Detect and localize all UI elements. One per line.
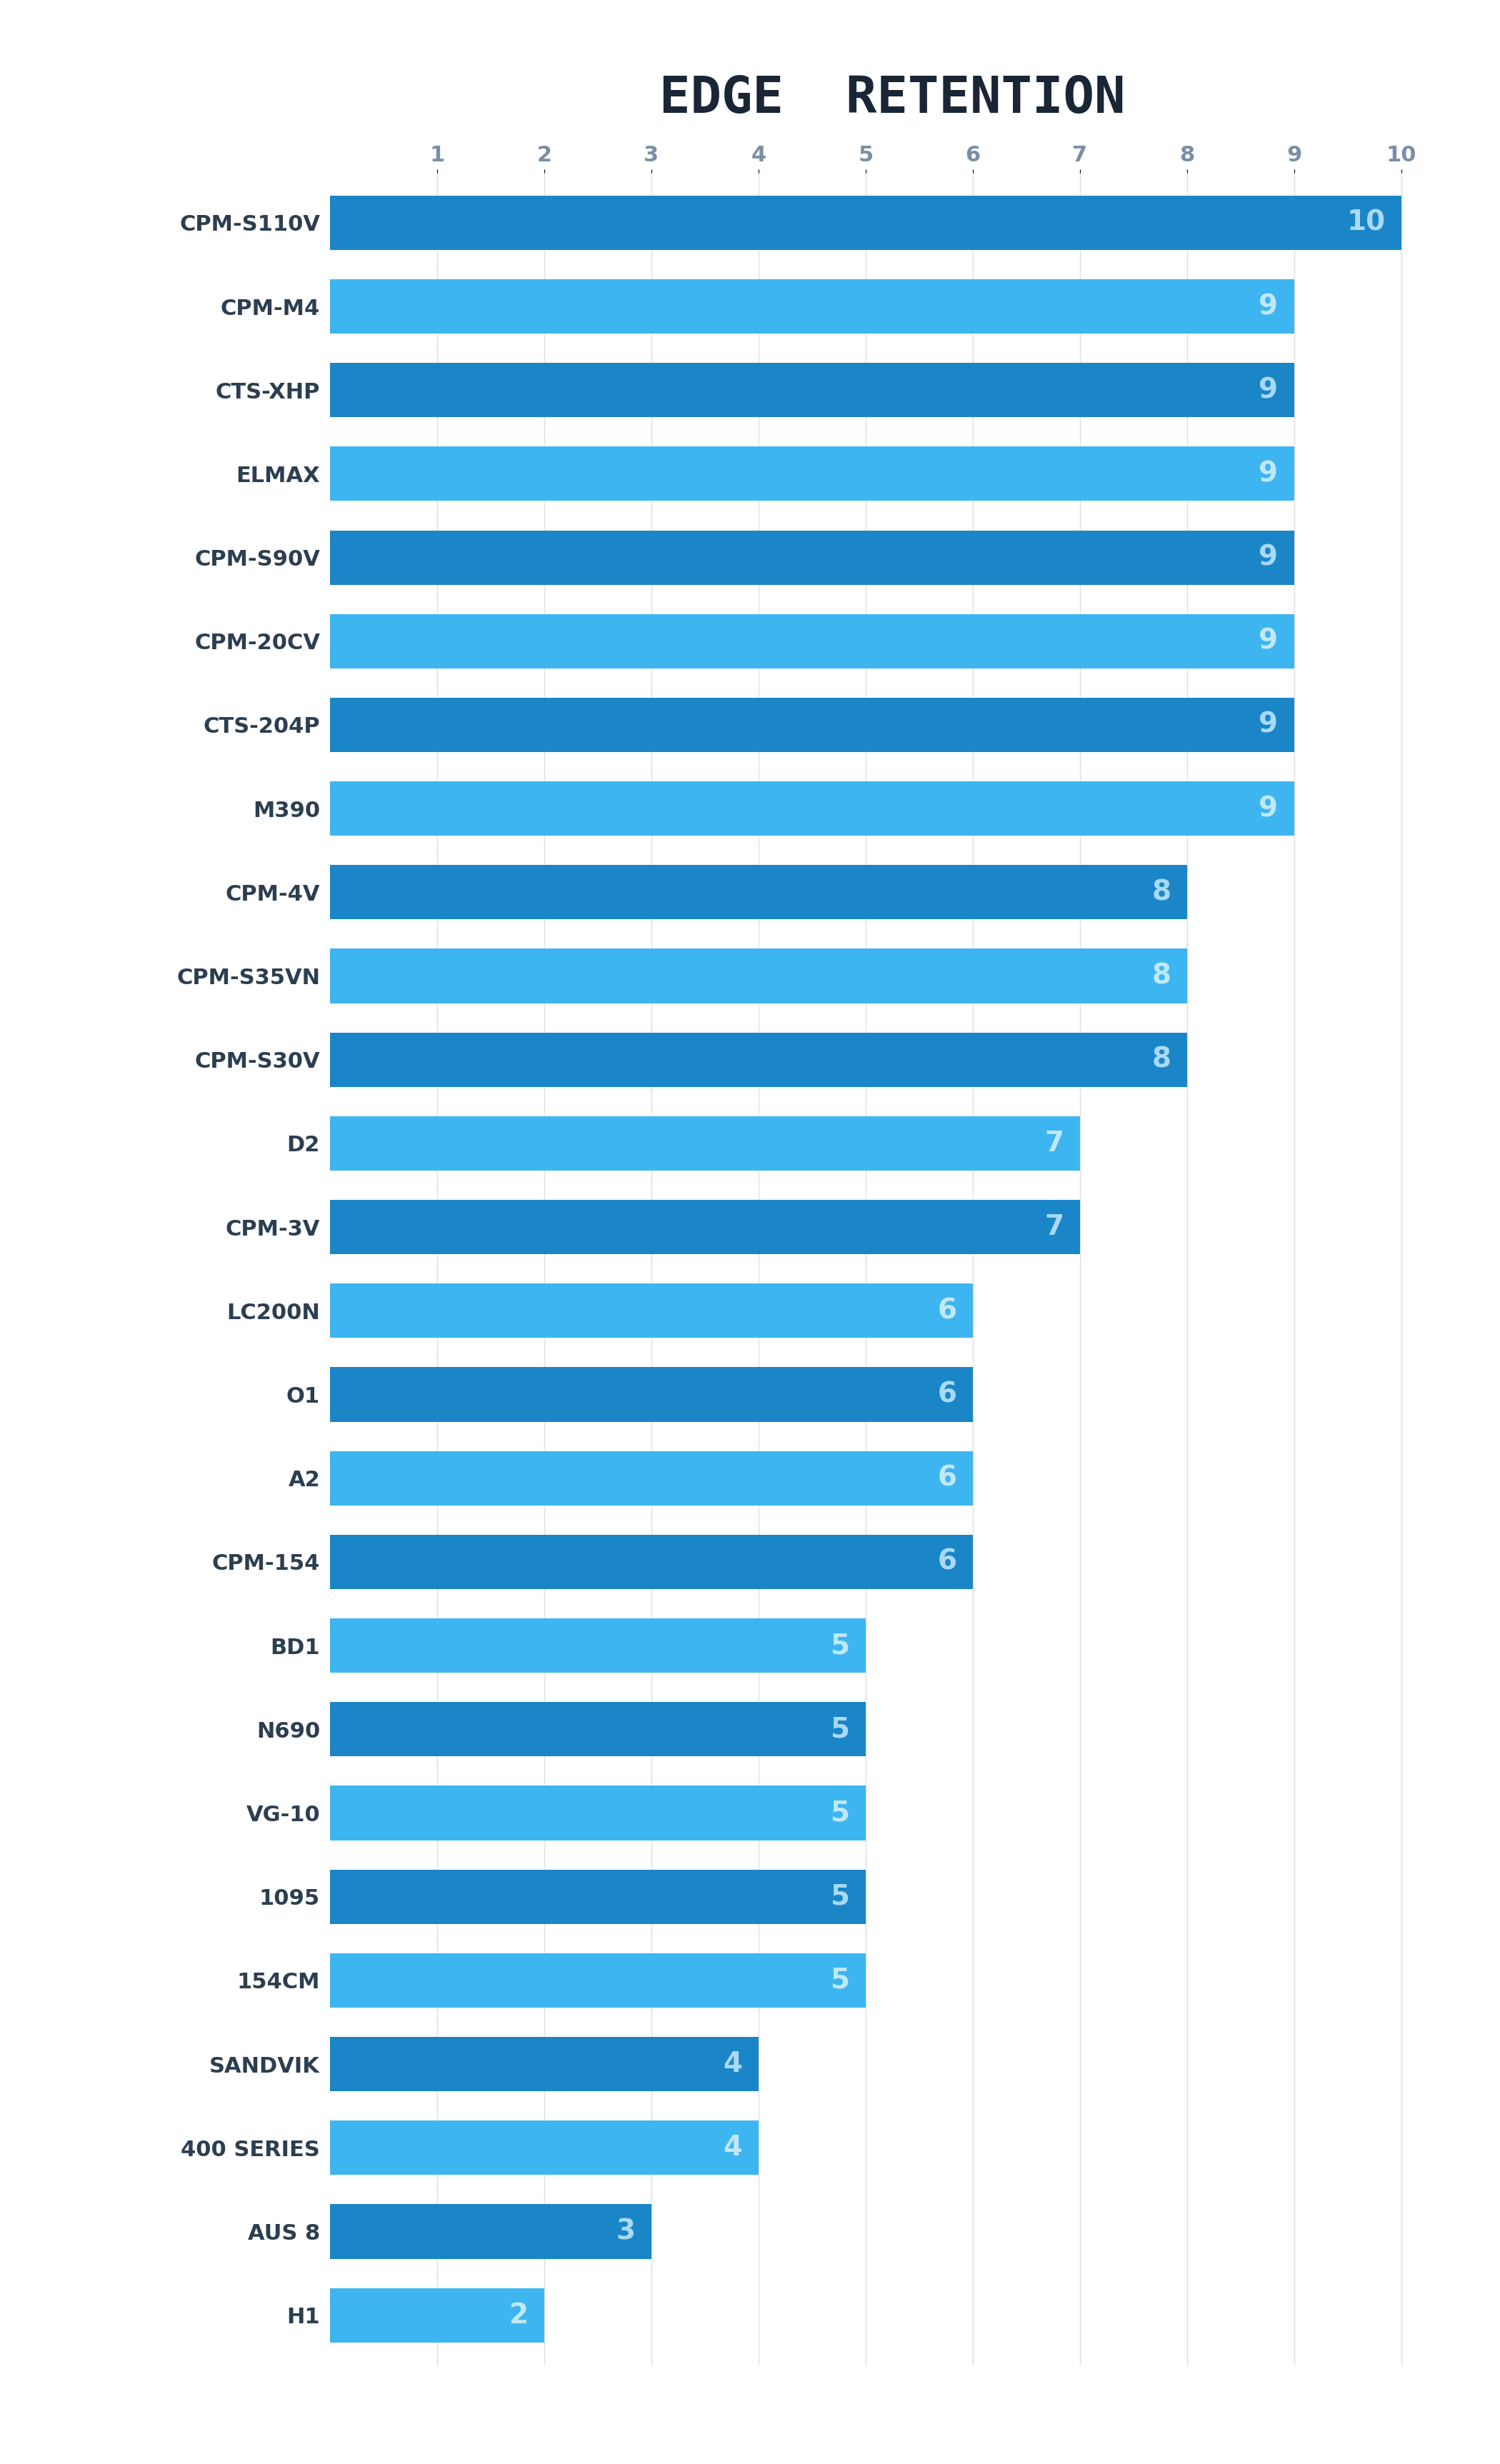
Text: 2: 2 bbox=[509, 2301, 528, 2328]
Text: 6: 6 bbox=[938, 1464, 957, 1491]
Bar bbox=[330, 1954, 865, 2008]
Bar bbox=[330, 865, 1187, 919]
Bar bbox=[330, 1703, 865, 1757]
Text: 8: 8 bbox=[1152, 1047, 1172, 1074]
Text: 7: 7 bbox=[1044, 1131, 1064, 1158]
Bar bbox=[330, 614, 1294, 668]
Bar bbox=[330, 1619, 865, 1673]
Text: 5: 5 bbox=[831, 1882, 849, 1910]
Bar bbox=[330, 1284, 974, 1338]
Bar bbox=[330, 949, 1187, 1003]
Bar bbox=[330, 1451, 974, 1506]
Bar bbox=[330, 1116, 1080, 1170]
Text: 5: 5 bbox=[831, 1799, 849, 1826]
Text: 9: 9 bbox=[1258, 628, 1278, 655]
Text: 5: 5 bbox=[831, 1966, 849, 1993]
Text: 5: 5 bbox=[831, 1631, 849, 1658]
Bar bbox=[330, 278, 1294, 333]
Bar bbox=[330, 1032, 1187, 1087]
Text: 10: 10 bbox=[1347, 209, 1386, 237]
Text: 8: 8 bbox=[1152, 963, 1172, 991]
Bar bbox=[330, 2038, 759, 2092]
Text: 9: 9 bbox=[1258, 377, 1278, 404]
Text: 6: 6 bbox=[938, 1296, 957, 1323]
Bar bbox=[330, 697, 1294, 752]
Bar bbox=[330, 1786, 865, 1841]
Text: 9: 9 bbox=[1258, 293, 1278, 320]
Text: 9: 9 bbox=[1258, 712, 1278, 739]
Bar bbox=[330, 2205, 651, 2259]
Text: 7: 7 bbox=[1044, 1215, 1064, 1242]
Text: 9: 9 bbox=[1258, 796, 1278, 823]
Text: 9: 9 bbox=[1258, 545, 1278, 572]
Text: 5: 5 bbox=[831, 1715, 849, 1742]
Bar bbox=[330, 1870, 865, 1924]
Text: 9: 9 bbox=[1258, 461, 1278, 488]
Bar bbox=[330, 195, 1401, 249]
Bar bbox=[330, 446, 1294, 500]
Text: 3: 3 bbox=[616, 2218, 636, 2245]
Text: 6: 6 bbox=[938, 1380, 957, 1407]
Text: ▶: ▶ bbox=[864, 2373, 886, 2402]
Text: 6: 6 bbox=[938, 1547, 957, 1574]
Title: EDGE  RETENTION: EDGE RETENTION bbox=[660, 74, 1125, 123]
Bar bbox=[330, 1200, 1080, 1254]
Bar bbox=[330, 1535, 974, 1589]
Bar bbox=[330, 362, 1294, 416]
Text: 4: 4 bbox=[723, 2134, 742, 2161]
Bar bbox=[330, 2122, 759, 2176]
Bar bbox=[330, 781, 1294, 835]
Text: 4: 4 bbox=[723, 2050, 742, 2077]
Text: BLADEHQ: BLADEHQ bbox=[1108, 2373, 1234, 2402]
Text: 8: 8 bbox=[1152, 880, 1172, 907]
Bar bbox=[330, 530, 1294, 584]
Bar bbox=[330, 1368, 974, 1422]
Bar bbox=[330, 2289, 544, 2343]
